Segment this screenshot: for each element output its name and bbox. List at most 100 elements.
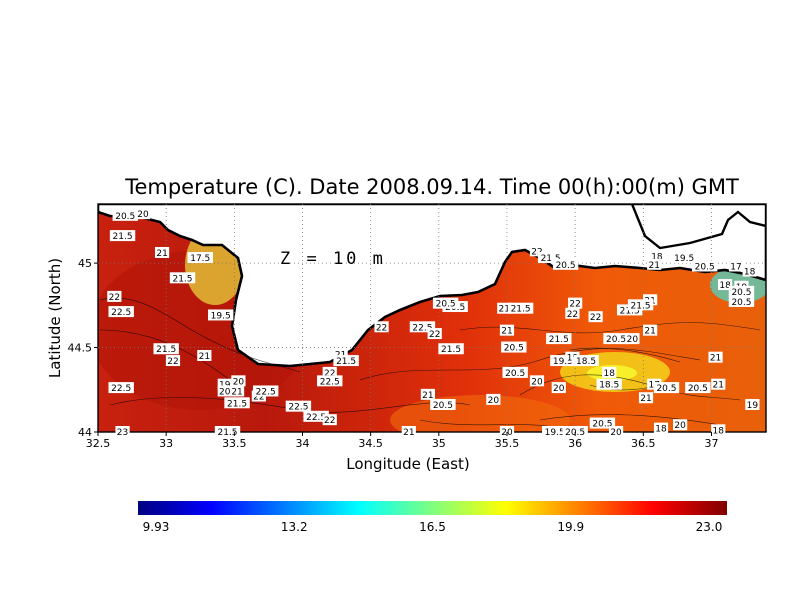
contour-label-box <box>317 375 343 387</box>
contour-label-box <box>647 258 662 270</box>
contour-label-box <box>742 265 757 277</box>
x-tick-label: 37 <box>704 437 718 450</box>
contour-label-box <box>109 230 136 242</box>
contour-label-box <box>537 252 564 264</box>
contour-label: 21.5 <box>541 254 561 264</box>
contour-label-box <box>507 302 534 314</box>
contour-label: 19.5 <box>674 254 694 264</box>
plot-area <box>98 204 766 432</box>
contour-label-box <box>551 382 566 394</box>
contour-label-box <box>107 290 122 302</box>
contour-label: 19.5 <box>211 311 231 321</box>
contour-label-box <box>608 426 624 437</box>
contour-label: 19 <box>567 354 579 364</box>
contour-label: 19.5 <box>545 428 565 438</box>
contour-label-box <box>602 366 617 378</box>
chart-title: Temperature (C). Date 2008.09.14. Time 0… <box>124 175 739 199</box>
contour-label-box <box>427 328 442 340</box>
contour-label: 22 <box>324 369 335 379</box>
contour-label-box <box>745 398 760 410</box>
contour-label-box <box>401 426 416 437</box>
contour-label: 18 <box>713 426 725 436</box>
plot-frame <box>97 203 767 433</box>
contour-label-box <box>653 422 669 434</box>
x-tick-label: 36 <box>568 437 582 450</box>
x-tick-label: 35.5 <box>495 437 520 450</box>
colorbar-tick-label: 13.2 <box>281 520 308 534</box>
contour-label: 21.5 <box>511 305 531 315</box>
contour-label: 22.5 <box>320 377 340 387</box>
contour-label-box <box>252 385 279 397</box>
contour-label: 22.5 <box>288 403 308 413</box>
contour-label: 20.5 <box>115 212 135 222</box>
contour-label-box <box>115 426 130 437</box>
contour-label-box <box>169 272 196 284</box>
y-tick-label: 45 <box>78 257 92 270</box>
contour-label: 20.5 <box>731 298 751 308</box>
contour-label: 22 <box>590 313 601 323</box>
contour-label: 22 <box>531 247 542 257</box>
contour-label: 21 <box>644 327 655 337</box>
depth-annotation: Z = 10 m <box>280 249 386 269</box>
contour-label-box <box>708 351 723 363</box>
contour-label-box <box>501 341 527 353</box>
taman-land <box>630 204 766 250</box>
contour-label: 20.5 <box>433 401 453 411</box>
contour-label: 21.5 <box>336 357 356 367</box>
contour-label-box <box>207 309 234 321</box>
contour-label-box <box>691 260 718 272</box>
contour-label: 21 <box>648 261 659 271</box>
contour-label: 20.5 <box>656 384 676 394</box>
contour-label: 18 <box>651 252 663 262</box>
contour-label-box <box>685 382 711 394</box>
y-tick-label: 44 <box>78 426 92 439</box>
contour-label: 21.5 <box>217 428 237 438</box>
contour-label-box <box>497 302 512 314</box>
contour-label-box <box>303 410 329 422</box>
contour-label-box <box>499 324 515 336</box>
contour-label: 21.5 <box>156 345 176 355</box>
contour-label: 22 <box>429 330 440 340</box>
contour-label-box <box>568 297 583 309</box>
contour-label: 21 <box>156 249 167 259</box>
contour-label: 21 <box>231 387 242 397</box>
contour-label-box <box>550 355 576 367</box>
contour-label: 21.5 <box>549 335 569 345</box>
contour-label-box <box>565 351 580 363</box>
contour-label: 18.5 <box>576 357 596 367</box>
contour-label: 18.5 <box>599 381 619 391</box>
y-axis-label: Latitude (North) <box>46 258 64 378</box>
contour-label: 21.5 <box>227 399 247 409</box>
contour-label-box <box>108 382 134 394</box>
contour-label-box <box>552 258 579 270</box>
contour-label-box <box>573 355 599 367</box>
contour-label-box <box>562 426 588 437</box>
contour-label: 20.5 <box>436 300 456 310</box>
contour-label: 20 <box>674 421 686 431</box>
contour-label: 20 <box>219 387 231 397</box>
contour-label-box <box>529 375 545 387</box>
contour-label-box <box>154 246 170 258</box>
contour-label: 22 <box>376 323 387 333</box>
contour-label-box <box>711 424 726 436</box>
contour-label-box <box>112 209 138 221</box>
contour-label: 21.5 <box>620 306 640 316</box>
contour-label: 20 <box>531 377 543 387</box>
contour-label: 20.5 <box>688 384 708 394</box>
contour-label: 21 <box>713 381 724 391</box>
contour-label-box <box>499 426 515 437</box>
x-tick-label: 36.5 <box>631 437 656 450</box>
contour-label-box <box>565 307 580 319</box>
contour-label-box <box>322 414 337 426</box>
contour-label: 20 <box>233 377 245 387</box>
contour-label-box <box>108 306 134 318</box>
colorbar-ticks: 9.93 13.2 16.5 19.9 23.0 <box>143 520 723 534</box>
contour-label: 20 <box>488 396 500 406</box>
contour-label: 22 <box>109 293 120 303</box>
contour-label-box <box>224 397 250 409</box>
x-axis-label: Longitude (East) <box>346 455 469 473</box>
contour-label: 22 <box>569 300 580 310</box>
contour-label: 22.5 <box>306 413 326 423</box>
x-tick-label: 34.5 <box>358 437 383 450</box>
